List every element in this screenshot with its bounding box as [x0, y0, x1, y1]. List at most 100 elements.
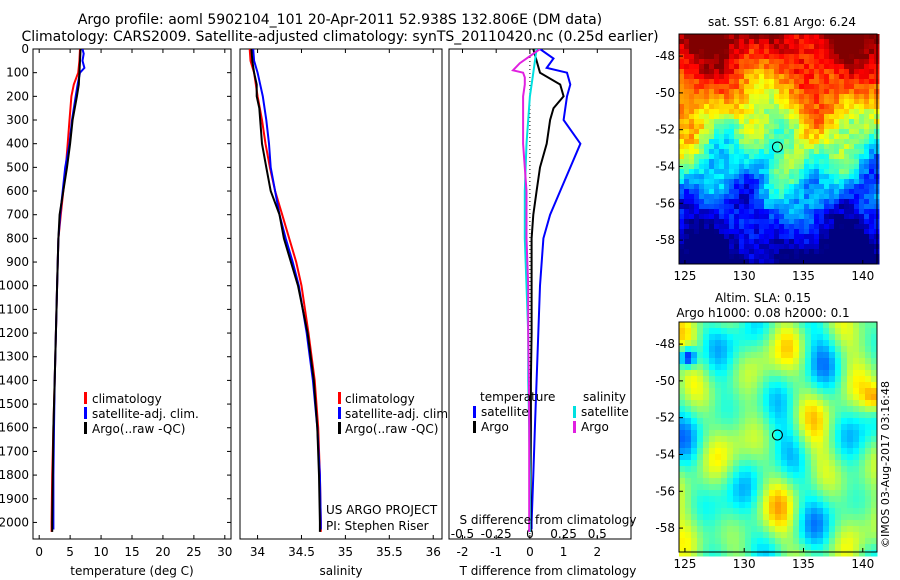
map-cell [849, 199, 855, 205]
map-cell [859, 204, 865, 210]
map-cell [709, 79, 715, 85]
map-cell [679, 478, 686, 485]
map-cell [697, 364, 704, 371]
map-cell [744, 69, 750, 75]
map-cell [829, 234, 835, 240]
map-cell [789, 154, 795, 160]
map-cell [709, 209, 715, 215]
map-cell [829, 164, 835, 170]
map-cell [829, 244, 835, 250]
map-cell [775, 340, 782, 347]
map-cell [739, 358, 746, 365]
map-cell [775, 448, 782, 455]
map-cell [774, 79, 780, 85]
map-cell [691, 388, 698, 395]
map-cell [829, 239, 835, 245]
legend-label-climatology: climatology [345, 392, 415, 406]
y-tick-label: 1600 [0, 421, 29, 435]
map-cell [809, 154, 815, 160]
map-cell [751, 364, 758, 371]
map-cell [799, 214, 805, 220]
map-cell [794, 34, 800, 40]
map-cell [799, 234, 805, 240]
map-cell [849, 99, 855, 105]
map-cell [869, 119, 875, 125]
map-cell [685, 466, 692, 473]
map-cell [824, 79, 830, 85]
map-cell [745, 406, 752, 413]
map-cell [853, 358, 860, 365]
map-cell [699, 104, 705, 110]
map-cell [719, 204, 725, 210]
map-cell [781, 454, 788, 461]
map-cell [685, 364, 692, 371]
map-cell [854, 169, 860, 175]
map-cell [847, 436, 854, 443]
map-cell [729, 124, 735, 130]
map-cell [823, 394, 830, 401]
map-cell [787, 418, 794, 425]
map-cell [809, 199, 815, 205]
map-cell [769, 84, 775, 90]
map-cell [739, 224, 745, 230]
map-cell [733, 526, 740, 533]
map-cell [709, 109, 715, 115]
map-cell [769, 340, 776, 347]
map-cell [724, 134, 730, 140]
map-cell [859, 44, 865, 50]
map-cell [835, 472, 842, 479]
map-cell [734, 69, 740, 75]
map-cell [853, 514, 860, 521]
map-cell [759, 144, 765, 150]
map-cell [819, 204, 825, 210]
map-cell [699, 199, 705, 205]
map-cell [847, 490, 854, 497]
map-cell [809, 249, 815, 255]
map-cell [854, 129, 860, 135]
map-cell [769, 79, 775, 85]
map-cell [841, 454, 848, 461]
map-cell [849, 104, 855, 110]
map-cell [835, 412, 842, 419]
map-cell [727, 322, 734, 329]
map-cell [864, 144, 870, 150]
map-cell [691, 424, 698, 431]
map-cell [844, 34, 850, 40]
map-cell [697, 400, 704, 407]
map-cell [829, 352, 836, 359]
salinity-xlabel: salinity [319, 564, 362, 578]
map-cell [779, 144, 785, 150]
map-cell [757, 382, 764, 389]
map-cell [699, 259, 705, 265]
map-cell [704, 149, 710, 155]
map-cell [739, 69, 745, 75]
map-cell [834, 34, 840, 40]
map-cell [854, 79, 860, 85]
map-cell [759, 119, 765, 125]
map-cell [824, 49, 830, 55]
map-cell [835, 388, 842, 395]
map-cell [793, 538, 800, 545]
map-cell [869, 214, 875, 220]
map-cell [789, 234, 795, 240]
map-cell [724, 199, 730, 205]
map-cell [769, 490, 776, 497]
map-cell [829, 394, 836, 401]
map-cell [781, 544, 788, 551]
map-cell [697, 514, 704, 521]
map-cell [824, 204, 830, 210]
map-cell [835, 496, 842, 503]
map-cell [699, 34, 705, 40]
map-cell [721, 484, 728, 491]
map-cell [679, 219, 685, 225]
map-cell [805, 466, 812, 473]
map-cell [829, 79, 835, 85]
map-cell [805, 358, 812, 365]
map-cell [853, 538, 860, 545]
map-cell [694, 104, 700, 110]
map-cell [817, 370, 824, 377]
map-cell [699, 69, 705, 75]
map-cell [719, 224, 725, 230]
map-cell [799, 538, 806, 545]
map-cell [724, 244, 730, 250]
